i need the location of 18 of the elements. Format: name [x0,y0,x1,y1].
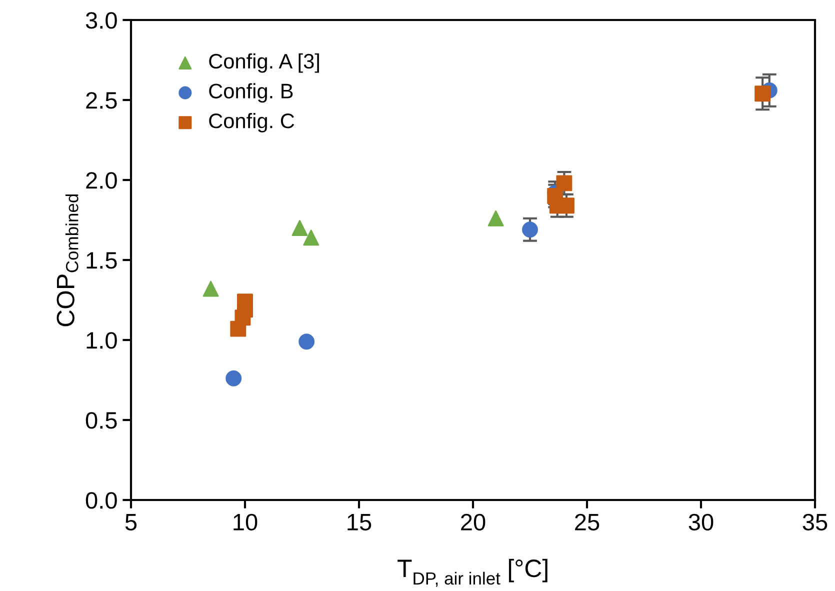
y-tick-label: 2.5 [86,92,117,109]
legend-label: Config. B [209,83,293,103]
x-tick-label: 30 [688,514,714,531]
y-axis-title: COP$_{Combined}$ [56,194,78,326]
x-tick-label: 5 [125,514,137,531]
x-tick-label: 20 [461,514,486,531]
y-tick-label: 0.5 [86,412,117,429]
y-tick-label: 0.0 [86,492,117,509]
x-tick-label: 25 [575,514,600,531]
x-tick-label: 35 [802,514,828,531]
x-tick-label: 10 [234,514,258,531]
legend-label: Config. A [3] [209,53,319,73]
x-tick-label: 15 [348,514,372,531]
y-tick-label: 2.0 [86,172,117,189]
y-tick-label: 3.0 [86,12,117,29]
y-tick-label: 1.0 [86,332,117,349]
y-tick-label: 1.5 [86,252,117,269]
legend-label: Config. C [209,113,294,132]
